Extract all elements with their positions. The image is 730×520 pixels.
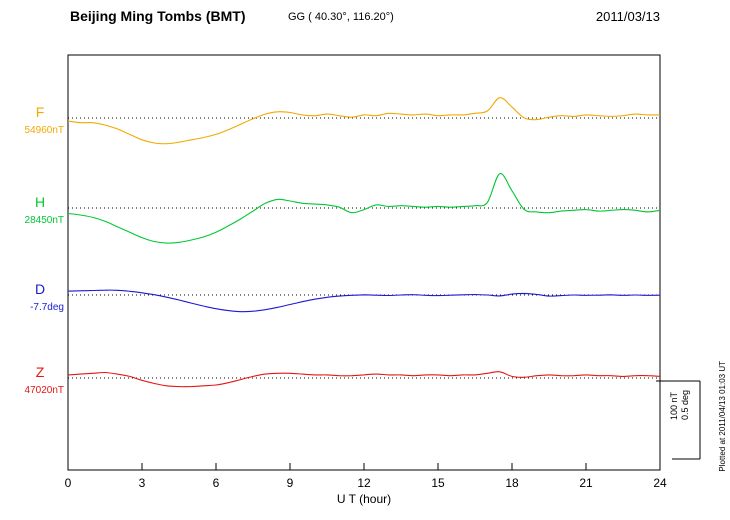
scale-label-nt: 100 nT — [669, 392, 679, 421]
series-label-z: Z — [35, 364, 45, 380]
geo-coordinates: GG ( 40.30°, 116.20°) — [288, 11, 394, 23]
trace-d — [67, 289, 661, 313]
x-axis-title: U T (hour) — [336, 492, 392, 506]
scale-label-deg: 0.5 deg — [680, 390, 690, 421]
plot-frame — [67, 54, 661, 471]
station-title: Beijing Ming Tombs (BMT) — [70, 8, 246, 24]
x-tick-label: 24 — [653, 476, 667, 490]
series-label-f: F — [35, 104, 45, 120]
series-baseline-h: 28450nT — [24, 215, 64, 226]
x-tick-label: 0 — [64, 476, 72, 490]
series-baseline-d: -7.7deg — [30, 302, 64, 313]
observation-date: 2011/03/13 — [595, 9, 660, 24]
series-baseline-z: 47020nT — [24, 385, 64, 396]
trace-h — [67, 173, 661, 244]
x-tick-label: 9 — [286, 476, 294, 490]
plotted-at-note: Plotted at 2011/04/13 01:03 UT — [718, 361, 727, 472]
series-label-d: D — [34, 281, 46, 297]
x-tick-label: 18 — [505, 476, 519, 490]
trace-z — [67, 371, 661, 388]
x-tick-label: 21 — [579, 476, 593, 490]
x-tick-label: 6 — [212, 476, 220, 490]
series-baseline-f: 54960nT — [24, 125, 64, 136]
series-label-h: H — [34, 194, 46, 210]
x-tick-label: 15 — [431, 476, 445, 490]
x-tick-label: 12 — [357, 476, 371, 490]
trace-f — [67, 97, 661, 145]
x-tick-label: 3 — [138, 476, 146, 490]
